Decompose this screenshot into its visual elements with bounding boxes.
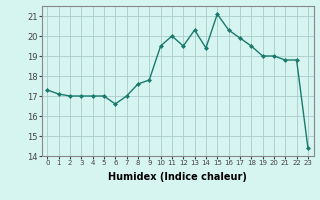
X-axis label: Humidex (Indice chaleur): Humidex (Indice chaleur) <box>108 172 247 182</box>
